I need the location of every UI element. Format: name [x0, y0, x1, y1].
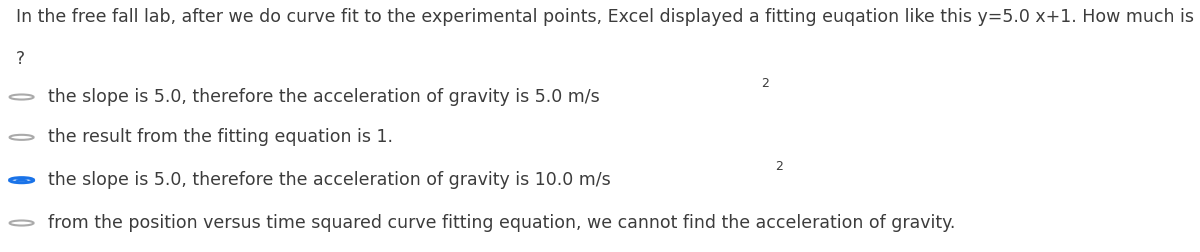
Circle shape: [10, 220, 34, 226]
Circle shape: [10, 178, 34, 183]
Text: the result from the fitting equation is 1.: the result from the fitting equation is …: [48, 128, 394, 146]
Text: from the position versus time squared curve fitting equation, we cannot find the: from the position versus time squared cu…: [48, 214, 955, 232]
Text: the slope is 5.0, therefore the acceleration of gravity is 5.0 m/s: the slope is 5.0, therefore the accelera…: [48, 88, 600, 106]
Circle shape: [10, 135, 34, 140]
Text: the slope is 5.0, therefore the acceleration of gravity is 10.0 m/s: the slope is 5.0, therefore the accelera…: [48, 171, 611, 189]
Text: 2: 2: [761, 77, 769, 90]
Circle shape: [16, 179, 28, 181]
Circle shape: [10, 94, 34, 100]
Text: ?: ?: [16, 50, 25, 68]
Text: In the free fall lab, after we do curve fit to the experimental points, Excel di: In the free fall lab, after we do curve …: [16, 8, 1200, 25]
Text: 2: 2: [775, 160, 784, 173]
